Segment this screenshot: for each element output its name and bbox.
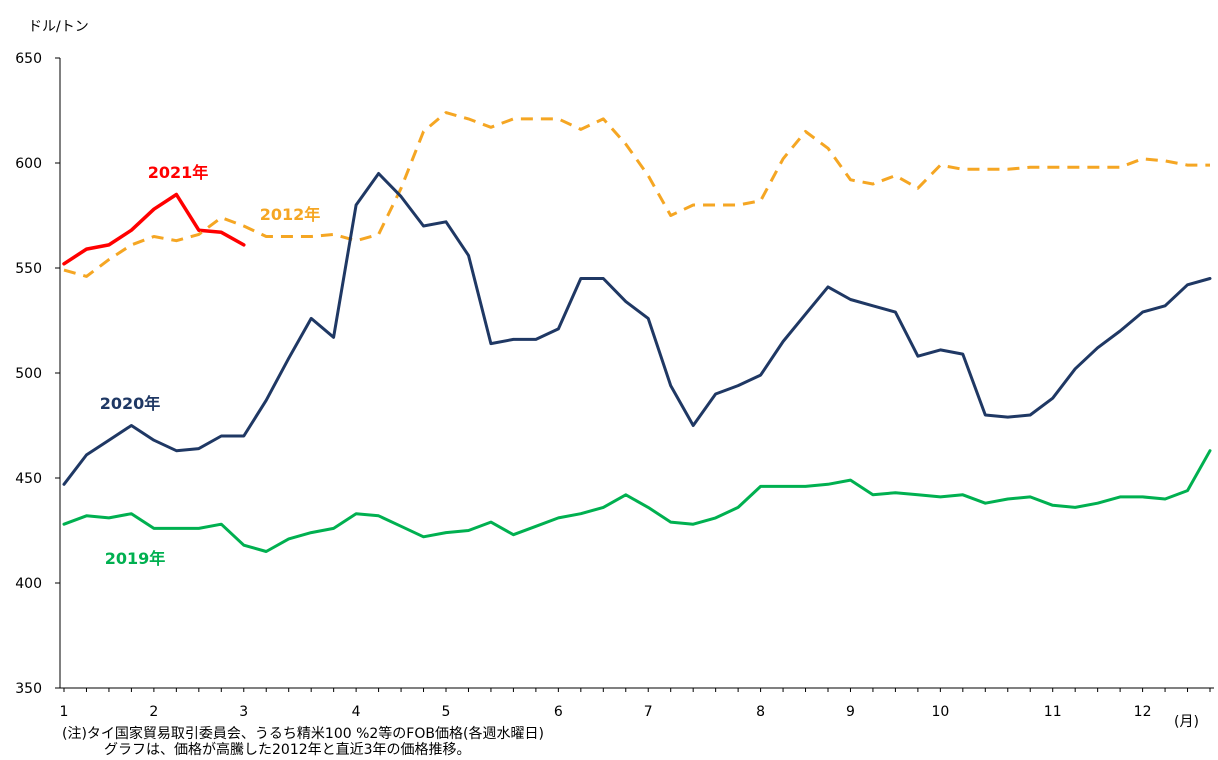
series-label-2021: 2021年 (148, 163, 209, 182)
series-line-2021 (62, 192, 246, 266)
footnote-source: (注)タイ国家貿易取引委員会、うるち精米100 %2等のFOB価格(各週水曜日) (62, 726, 544, 742)
y-tick-label: 650 (15, 51, 42, 67)
y-tick-label: 350 (15, 681, 42, 697)
x-tick-label: 5 (442, 704, 451, 720)
x-axis-unit-label: (月) (1174, 714, 1199, 730)
x-tick-label: 11 (1044, 704, 1062, 720)
x-tick-label: 3 (239, 704, 248, 720)
x-tick-label: 8 (756, 704, 765, 720)
x-tick-label: 1 (60, 704, 69, 720)
series-line-2019 (62, 449, 1212, 553)
x-tick-label: 4 (352, 704, 361, 720)
x-tick-label: 9 (846, 704, 855, 720)
series-label-2020: 2020年 (100, 394, 161, 413)
x-tick-label: 12 (1134, 704, 1152, 720)
y-tick-label: 450 (15, 471, 42, 487)
series-line-2012 (63, 111, 1210, 278)
x-tick-label: 7 (644, 704, 653, 720)
series-label-2012: 2012年 (260, 205, 321, 224)
y-tick-label: 550 (15, 261, 42, 277)
y-axis-unit-label: ドル/トン (28, 19, 89, 35)
y-tick-label: 600 (15, 156, 42, 172)
x-tick-label: 10 (931, 704, 949, 720)
series-line-2020 (62, 172, 1212, 486)
footnote-description: グラフは、価格が高騰した2012年と直近3年の価格推移。 (104, 742, 471, 758)
y-tick-label: 400 (15, 576, 42, 592)
y-tick-label: 500 (15, 366, 42, 382)
x-tick-label: 6 (554, 704, 563, 720)
series-label-2019: 2019年 (105, 549, 166, 568)
x-tick-label: 2 (149, 704, 158, 720)
